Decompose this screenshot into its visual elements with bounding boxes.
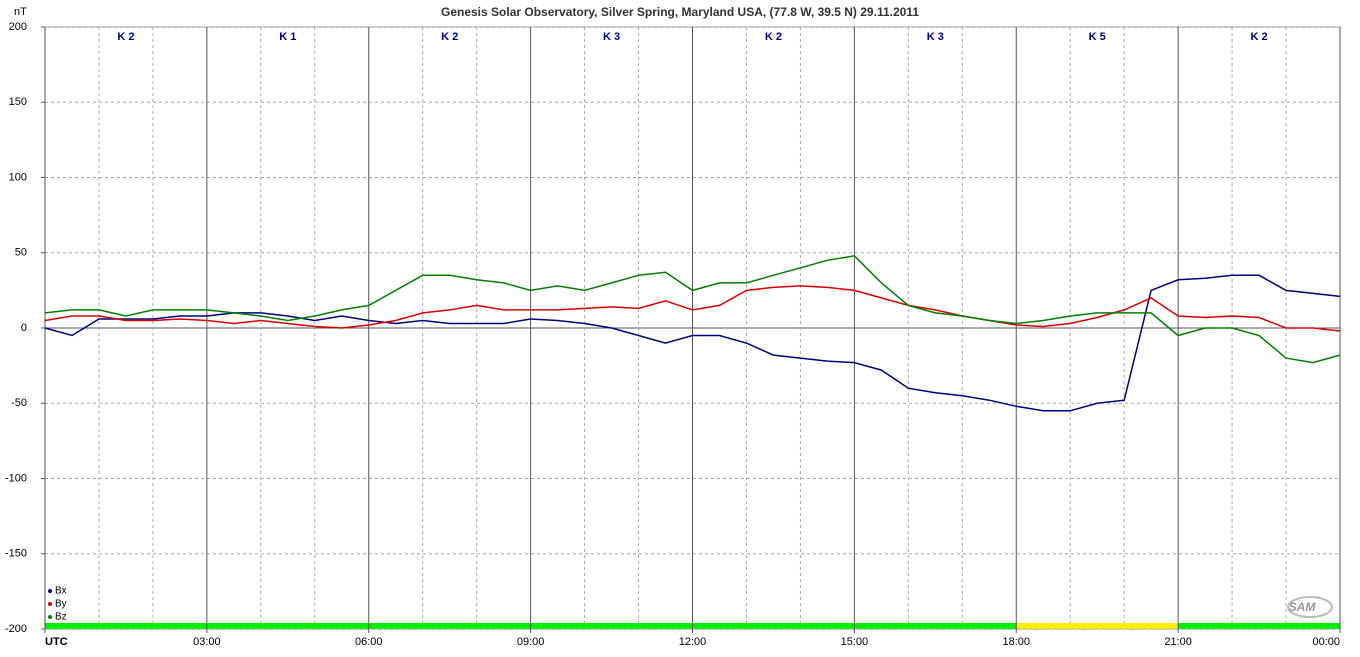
k-band: [1178, 623, 1340, 629]
y-tick-label: 0: [21, 322, 27, 334]
k-index-label: K 5: [1089, 31, 1106, 43]
logo-ring: [1287, 596, 1333, 618]
logo: SAM: [1289, 600, 1317, 614]
chart-title: Genesis Solar Observatory, Silver Spring…: [441, 5, 919, 19]
k-band: [692, 623, 855, 629]
k-index-label: K 2: [441, 31, 458, 43]
k-band: [45, 623, 207, 629]
y-tick-label: 200: [9, 21, 27, 33]
y-tick-label: -50: [11, 397, 27, 409]
k-band: [530, 623, 693, 629]
k-index-label: K 2: [765, 31, 782, 43]
k-index-label: K 1: [279, 31, 296, 43]
x-tick-label: UTC: [45, 636, 68, 648]
k-band: [368, 623, 531, 629]
k-index-label: K 3: [927, 31, 944, 43]
series-line: [44, 285, 1341, 332]
k-band: [854, 623, 1017, 629]
y-tick-label: 50: [15, 247, 27, 259]
y-tick-label: -200: [5, 623, 27, 635]
x-tick-label: 12:00: [679, 636, 707, 648]
legend-marker: [48, 602, 52, 606]
legend-label: Bz: [55, 612, 67, 623]
x-tick-label: 06:00: [355, 636, 383, 648]
series-line: [44, 254, 1341, 364]
k-index-label: K 3: [603, 31, 620, 43]
y-tick-label: 150: [9, 96, 27, 108]
y-axis-label: nT: [14, 6, 27, 18]
legend-label: Bx: [55, 586, 67, 597]
y-tick-label: 100: [9, 171, 27, 183]
x-tick-label: 15:00: [841, 636, 869, 648]
legend-marker: [48, 615, 52, 619]
legend-label: By: [55, 599, 67, 610]
y-tick-label: -150: [5, 548, 27, 560]
k-band: [1016, 623, 1179, 629]
x-tick-label: 03:00: [193, 636, 221, 648]
legend-marker: [48, 589, 52, 593]
x-tick-label: 21:00: [1164, 636, 1192, 648]
k-index-label: K 2: [1251, 31, 1268, 43]
series-line: [44, 274, 1341, 412]
x-tick-label: 18:00: [1002, 636, 1030, 648]
k-index-label: K 2: [117, 31, 134, 43]
k-band: [206, 623, 369, 629]
x-tick-label: 00:00: [1312, 636, 1340, 648]
x-tick-label: 09:00: [517, 636, 545, 648]
y-tick-label: -100: [5, 472, 27, 484]
